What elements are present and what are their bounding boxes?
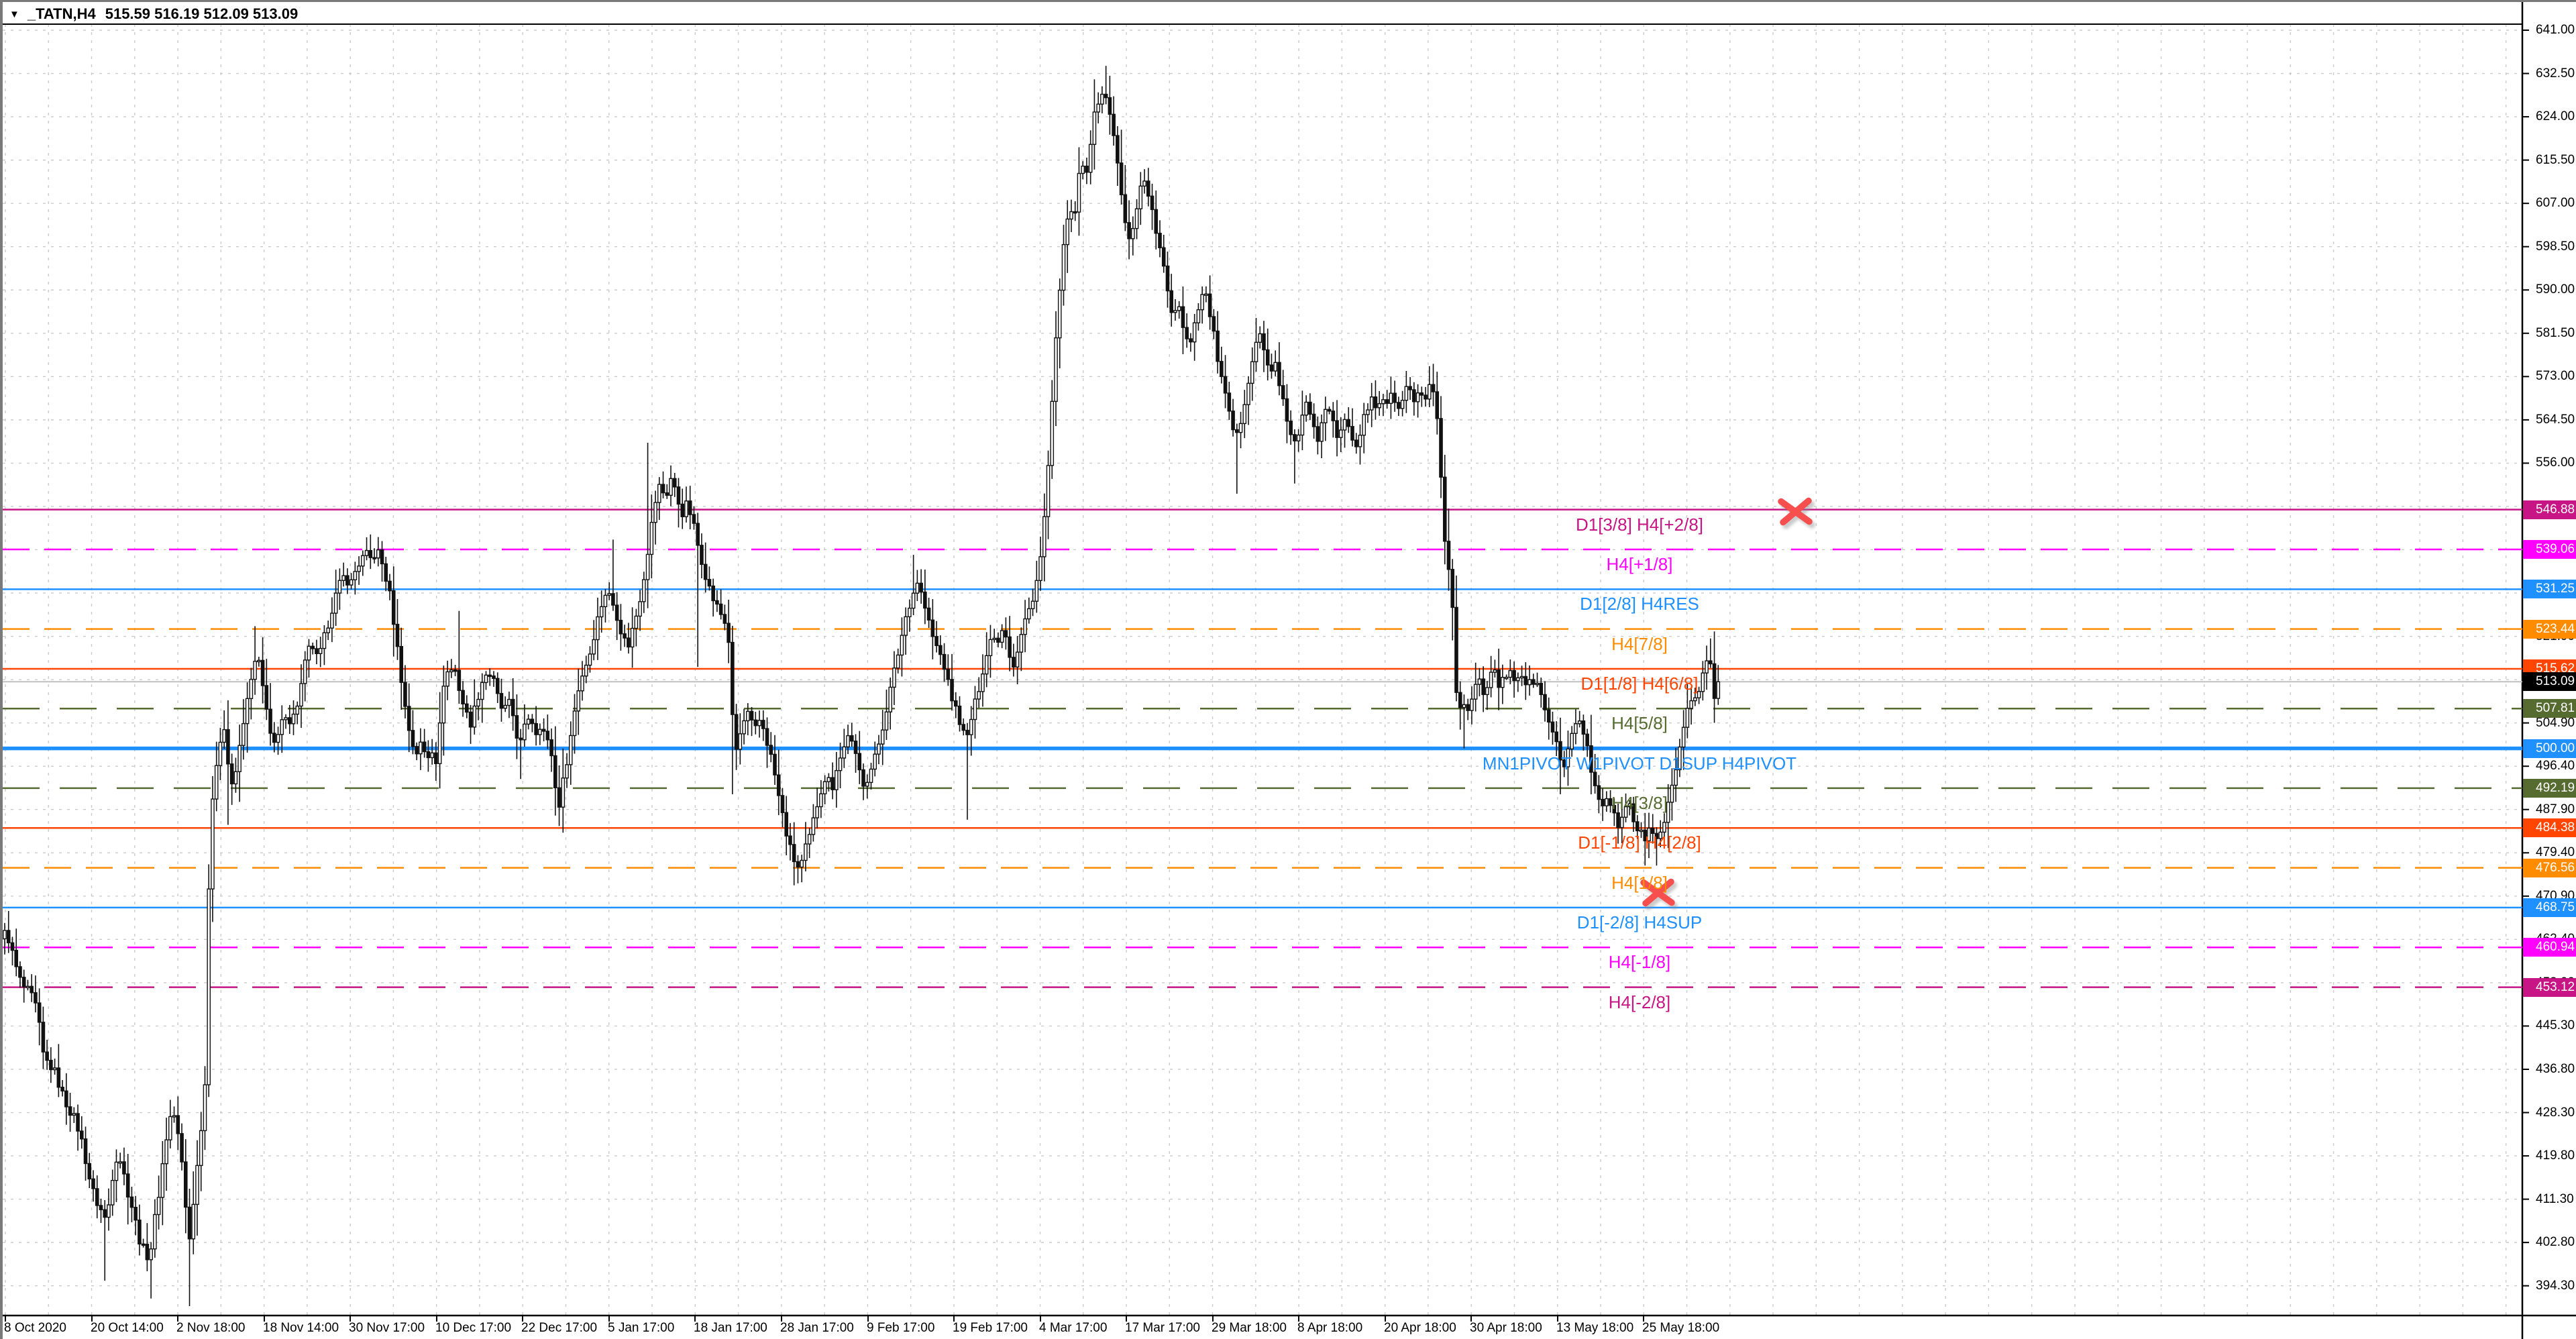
price-tick-label: 556.00 bbox=[2536, 456, 2575, 470]
level-name-label[interactable]: H4[-1/8] bbox=[1608, 952, 1671, 973]
level-price-badge[interactable]: 507.81 bbox=[2523, 699, 2576, 718]
level-price-badge[interactable]: 476.56 bbox=[2523, 858, 2576, 877]
grid-lines bbox=[3, 24, 2522, 1316]
current-price-badge: 513.09 bbox=[2523, 672, 2576, 692]
price-tick-label: 624.00 bbox=[2536, 109, 2575, 124]
time-axis-label: 17 Mar 17:00 bbox=[1125, 1321, 1200, 1335]
time-axis-label: 13 May 18:00 bbox=[1556, 1321, 1634, 1335]
price-tick-label: 402.80 bbox=[2536, 1235, 2575, 1250]
level-price-badge[interactable]: 531.25 bbox=[2523, 580, 2576, 599]
level-name-label[interactable]: D1[2/8] H4RES bbox=[1580, 594, 1699, 614]
axis-tick-marks bbox=[5, 30, 2529, 1322]
time-axis-label: 18 Nov 14:00 bbox=[263, 1321, 339, 1335]
level-price-badge[interactable]: 460.94 bbox=[2523, 938, 2576, 957]
price-tick-label: 641.00 bbox=[2536, 23, 2575, 37]
price-tick-label: 615.50 bbox=[2536, 152, 2575, 167]
time-axis-label: 18 Jan 17:00 bbox=[694, 1321, 767, 1335]
time-axis-label: 2 Nov 18:00 bbox=[176, 1321, 246, 1335]
candle-series bbox=[3, 66, 1721, 1307]
level-lines bbox=[3, 508, 2522, 988]
chart-frame bbox=[3, 2, 2576, 1339]
level-price-badge[interactable]: 492.19 bbox=[2523, 778, 2576, 798]
time-axis-label: 10 Dec 17:00 bbox=[435, 1321, 512, 1335]
level-price-badge[interactable]: 546.88 bbox=[2523, 500, 2576, 519]
time-axis-label: 25 May 18:00 bbox=[1642, 1321, 1720, 1335]
level-name-label[interactable]: H4[1/8] bbox=[1611, 872, 1668, 893]
price-tick-label: 428.30 bbox=[2536, 1105, 2575, 1120]
level-price-badge[interactable]: 453.12 bbox=[2523, 977, 2576, 997]
price-tick-label: 487.90 bbox=[2536, 802, 2575, 816]
price-tick-label: 607.00 bbox=[2536, 196, 2575, 211]
time-axis-label: 20 Oct 14:00 bbox=[91, 1321, 164, 1335]
level-name-label[interactable]: H4[+1/8] bbox=[1606, 554, 1673, 575]
price-tick-label: 496.40 bbox=[2536, 759, 2575, 773]
time-axis-label: 29 Mar 18:00 bbox=[1212, 1321, 1287, 1335]
time-axis-label: 22 Dec 17:00 bbox=[521, 1321, 598, 1335]
level-name-label[interactable]: H4[5/8] bbox=[1611, 713, 1668, 734]
time-axis-label: 30 Nov 17:00 bbox=[349, 1321, 425, 1335]
price-tick-label: 394.30 bbox=[2536, 1278, 2575, 1293]
price-tick-label: 573.00 bbox=[2536, 369, 2575, 384]
time-axis-label: 19 Feb 17:00 bbox=[953, 1321, 1028, 1335]
price-tick-label: 436.80 bbox=[2536, 1061, 2575, 1076]
time-axis-label: 5 Jan 17:00 bbox=[608, 1321, 675, 1335]
level-name-label[interactable]: MN1PIVOT W1PIVOT D1SUP H4PIVOT bbox=[1482, 753, 1797, 773]
time-axis-label: 9 Feb 17:00 bbox=[867, 1321, 935, 1335]
level-price-badge[interactable]: 468.75 bbox=[2523, 898, 2576, 917]
price-tick-label: 581.50 bbox=[2536, 325, 2575, 340]
symbol-timeframe-label: _TATN,H4 bbox=[27, 5, 96, 22]
price-tick-label: 504.90 bbox=[2536, 715, 2575, 730]
time-axis-label: 30 Apr 18:00 bbox=[1470, 1321, 1542, 1335]
level-name-label[interactable]: D1[3/8] H4[+2/8] bbox=[1575, 514, 1704, 535]
level-name-label[interactable]: H4[7/8] bbox=[1611, 633, 1668, 654]
price-tick-label: 590.00 bbox=[2536, 282, 2575, 297]
level-name-label[interactable]: H4[3/8] bbox=[1611, 792, 1668, 813]
level-price-badge[interactable]: 523.44 bbox=[2523, 619, 2576, 639]
price-tick-label: 598.50 bbox=[2536, 239, 2575, 254]
level-price-badge[interactable]: 539.06 bbox=[2523, 540, 2576, 559]
time-axis-label: 28 Jan 17:00 bbox=[780, 1321, 854, 1335]
ohlc-readout: 515.59 516.19 512.09 513.09 bbox=[105, 5, 299, 22]
symbol-dropdown-icon[interactable]: ▼ bbox=[9, 8, 19, 20]
chart-title: ▼ _TATN,H4 515.59 516.19 512.09 513.09 bbox=[9, 5, 298, 23]
price-tick-label: 632.50 bbox=[2536, 66, 2575, 81]
price-tick-label: 445.30 bbox=[2536, 1018, 2575, 1033]
sell-cross-icon[interactable] bbox=[1640, 878, 1678, 910]
level-name-label[interactable]: D1[1/8] H4[6/8] bbox=[1580, 674, 1699, 694]
level-name-label[interactable]: D1[-2/8] H4SUP bbox=[1576, 912, 1703, 932]
price-tick-label: 564.50 bbox=[2536, 412, 2575, 427]
sell-cross-icon[interactable] bbox=[1778, 497, 1815, 529]
time-axis-label: 8 Apr 18:00 bbox=[1297, 1321, 1363, 1335]
level-name-label[interactable]: H4[-2/8] bbox=[1608, 992, 1671, 1012]
time-axis-label: 20 Apr 18:00 bbox=[1384, 1321, 1456, 1335]
chart-plot-area[interactable] bbox=[3, 2, 2576, 1339]
time-axis-label: 4 Mar 17:00 bbox=[1039, 1321, 1108, 1335]
price-tick-label: 479.40 bbox=[2536, 845, 2575, 860]
price-tick-label: 411.30 bbox=[2536, 1191, 2574, 1206]
time-axis-label: 8 Oct 2020 bbox=[4, 1321, 66, 1335]
level-name-label[interactable]: D1[-1/8] H4[2/8] bbox=[1578, 833, 1701, 853]
level-price-badge[interactable]: 484.38 bbox=[2523, 818, 2576, 838]
level-price-badge[interactable]: 500.00 bbox=[2523, 739, 2576, 758]
price-tick-label: 419.80 bbox=[2536, 1148, 2575, 1163]
